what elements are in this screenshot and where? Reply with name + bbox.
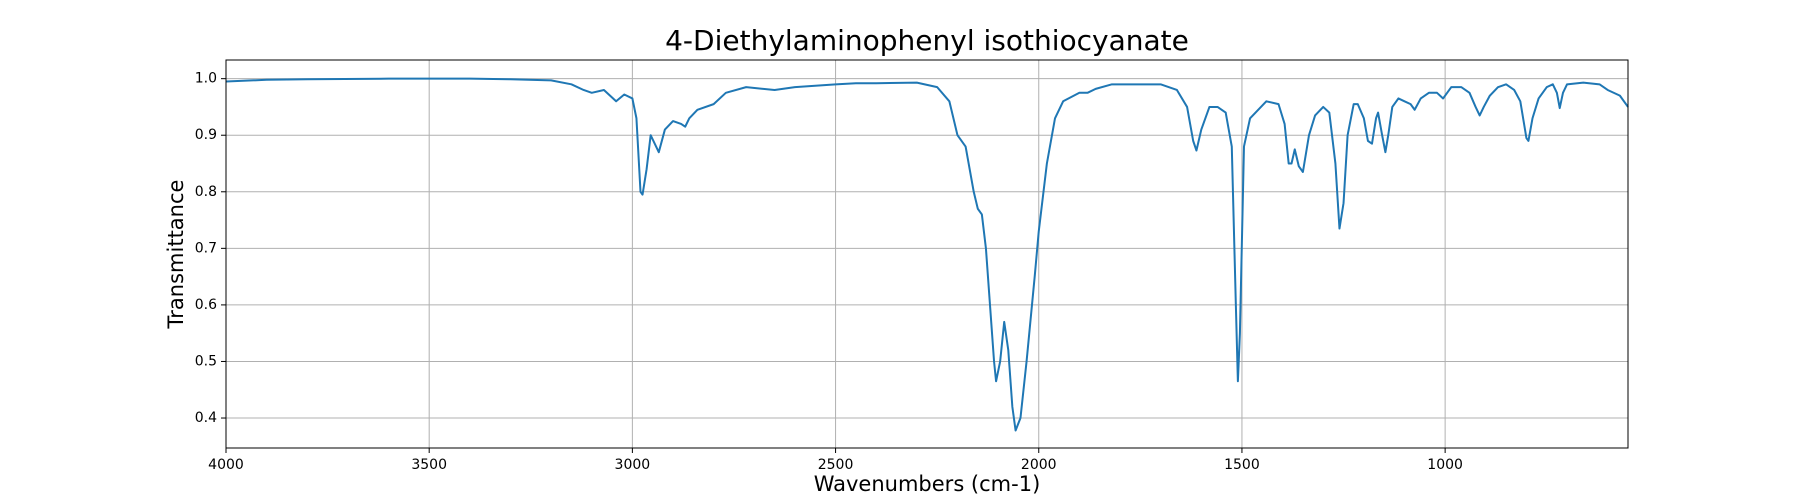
y-tick-label: 0.4 <box>195 410 217 426</box>
y-tick-label: 0.6 <box>195 297 217 313</box>
y-tick-label: 0.5 <box>195 353 217 369</box>
x-tick-label: 1500 <box>1224 457 1260 473</box>
x-tick-label: 3000 <box>615 457 651 473</box>
x-tick-label: 3500 <box>411 457 447 473</box>
y-tick-label: 1.0 <box>195 71 217 87</box>
y-tick-label: 0.8 <box>195 184 217 200</box>
spectrum-line <box>225 77 1629 432</box>
x-tick-label: 4000 <box>208 457 244 473</box>
y-axis-label: Transmittance <box>164 180 188 330</box>
x-tick-label: 1000 <box>1427 457 1463 473</box>
y-tick-label: 0.7 <box>195 240 217 256</box>
x-tick-label: 2000 <box>1021 457 1057 473</box>
x-tick-label: 2500 <box>818 457 854 473</box>
x-axis-label: Wavenumbers (cm-1) <box>814 472 1041 496</box>
y-tick-label: 0.9 <box>195 127 217 143</box>
chart-title: 4-Diethylaminophenyl isothiocyanate <box>665 24 1189 57</box>
plot-frame <box>225 59 1629 449</box>
